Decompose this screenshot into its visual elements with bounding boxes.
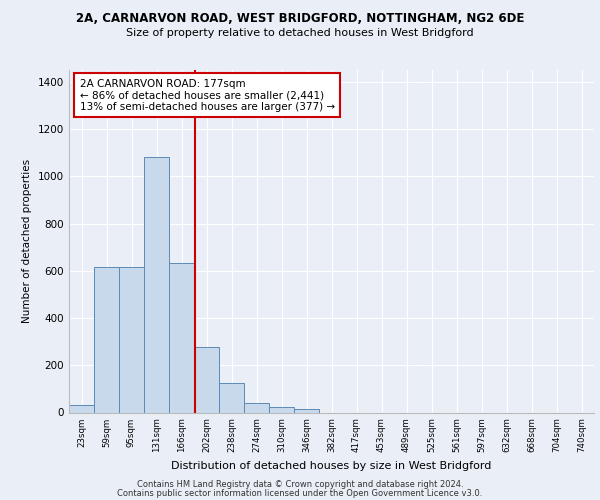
Bar [169,262,194,412]
Text: 2A CARNARVON ROAD: 177sqm
← 86% of detached houses are smaller (2,441)
13% of se: 2A CARNARVON ROAD: 177sqm ← 86% of detac… [79,78,335,112]
Bar [294,409,319,412]
Text: Size of property relative to detached houses in West Bridgford: Size of property relative to detached ho… [126,28,474,38]
Text: Contains public sector information licensed under the Open Government Licence v3: Contains public sector information licen… [118,489,482,498]
Bar [219,383,244,412]
Bar [119,267,144,412]
X-axis label: Distribution of detached houses by size in West Bridgford: Distribution of detached houses by size … [172,460,491,470]
Bar [194,347,219,412]
Bar [94,268,119,412]
Text: 2A, CARNARVON ROAD, WEST BRIDGFORD, NOTTINGHAM, NG2 6DE: 2A, CARNARVON ROAD, WEST BRIDGFORD, NOTT… [76,12,524,26]
Text: Contains HM Land Registry data © Crown copyright and database right 2024.: Contains HM Land Registry data © Crown c… [137,480,463,489]
Bar [269,406,294,412]
Bar [69,406,94,412]
Y-axis label: Number of detached properties: Number of detached properties [22,159,32,324]
Bar [144,157,169,412]
Bar [244,402,269,412]
